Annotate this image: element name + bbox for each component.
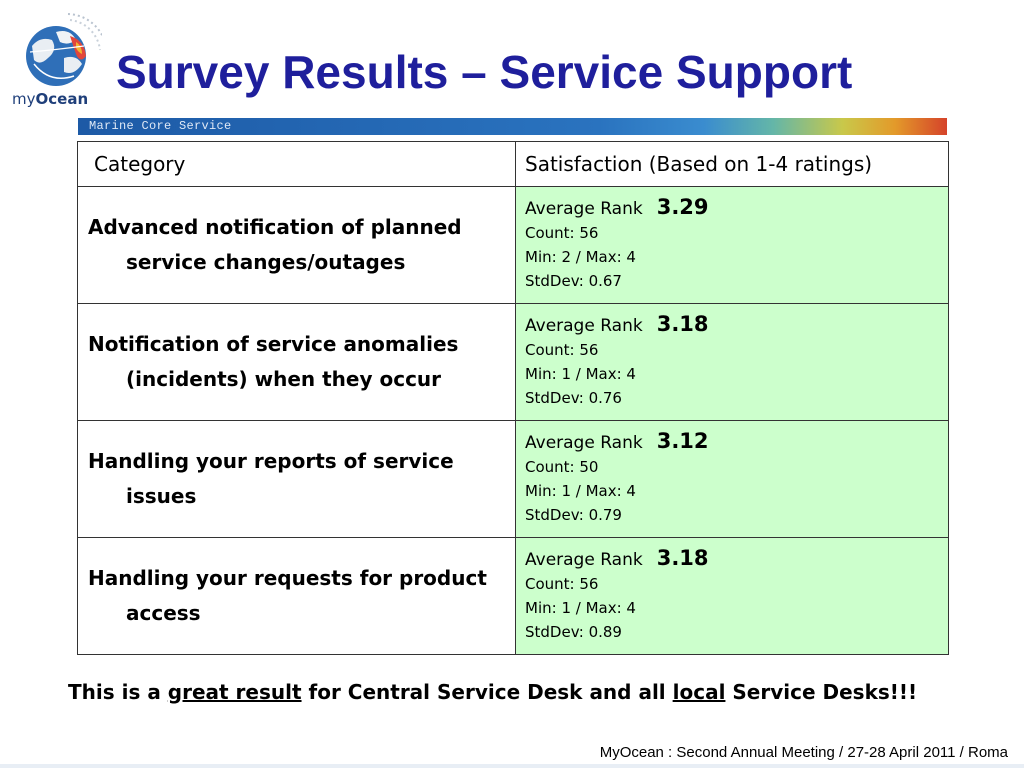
average-label: Average Rank: [525, 316, 643, 336]
bottom-divider: [0, 764, 1024, 768]
category-line2: service changes/outages: [126, 250, 406, 274]
globe-icon: [26, 13, 107, 86]
footer-emph-local: local: [672, 680, 726, 704]
count: Count: 56: [525, 341, 599, 359]
average-label: Average Rank: [525, 550, 643, 570]
stats-cell: Average Rank 3.18 Count: 56 Min: 1 / Max:…: [515, 303, 949, 421]
logo-my: my: [12, 90, 36, 108]
stats-cell: Average Rank 3.18 Count: 56 Min: 1 / Max:…: [515, 537, 949, 655]
marine-core-service-banner: Marine Core Service: [78, 118, 947, 135]
category-cell: Handling your reports of service issues: [77, 420, 516, 538]
stats-cell: Average Rank 3.12 Count: 50 Min: 1 / Max:…: [515, 420, 949, 538]
logo-wordmark: myOcean: [12, 90, 88, 108]
average-label: Average Rank: [525, 199, 643, 219]
category-line1: Handling your requests for product: [88, 566, 487, 590]
count: Count: 50: [525, 458, 599, 476]
footer-part1: This is a: [68, 680, 168, 704]
survey-results-table: Category Satisfaction (Based on 1-4 rati…: [77, 141, 949, 655]
average-value: 3.18: [656, 312, 709, 336]
stddev: StdDev: 0.79: [525, 506, 622, 524]
category-line1: Advanced notification of planned: [88, 215, 462, 239]
count: Count: 56: [525, 575, 599, 593]
footer-note: This is a great result for Central Servi…: [68, 676, 917, 708]
stddev: StdDev: 0.76: [525, 389, 622, 407]
meeting-caption: MyOcean : Second Annual Meeting / 27-28 …: [599, 744, 1008, 761]
category-line2: issues: [126, 484, 197, 508]
banner-text: Marine Core Service: [89, 119, 232, 133]
header-satisfaction: Satisfaction (Based on 1-4 ratings): [515, 141, 949, 187]
category-cell: Advanced notification of planned service…: [77, 186, 516, 304]
table-row: Advanced notification of planned service…: [77, 186, 949, 304]
average-label: Average Rank: [525, 433, 643, 453]
min-max: Min: 1 / Max: 4: [525, 482, 636, 500]
min-max: Min: 1 / Max: 4: [525, 599, 636, 617]
footer-emph-great-result: great result: [167, 680, 302, 704]
table-row: Handling your reports of service issues …: [77, 420, 949, 538]
category-line1: Notification of service anomalies: [88, 332, 459, 356]
footer-part2: for Central Service Desk and all: [301, 680, 673, 704]
category-cell: Notification of service anomalies (incid…: [77, 303, 516, 421]
table-row: Handling your requests for product acces…: [77, 537, 949, 655]
header-category: Category: [77, 141, 516, 187]
stddev: StdDev: 0.89: [525, 623, 622, 641]
logo-ocean: Ocean: [35, 90, 89, 108]
min-max: Min: 2 / Max: 4: [525, 248, 636, 266]
table-row: Notification of service anomalies (incid…: [77, 303, 949, 421]
category-line1: Handling your reports of service: [88, 449, 454, 473]
category-cell: Handling your requests for product acces…: [77, 537, 516, 655]
category-line2: access: [126, 601, 201, 625]
stats-cell: Average Rank 3.29 Count: 56 Min: 2 / Max:…: [515, 186, 949, 304]
count: Count: 56: [525, 224, 599, 242]
stddev: StdDev: 0.67: [525, 272, 622, 290]
myocean-logo: myOcean: [10, 6, 107, 114]
category-line2: (incidents) when they occur: [126, 367, 442, 391]
page-title: Survey Results – Service Support: [116, 46, 853, 98]
average-value: 3.12: [656, 429, 709, 453]
min-max: Min: 1 / Max: 4: [525, 365, 636, 383]
average-value: 3.29: [656, 195, 709, 219]
average-value: 3.18: [656, 546, 709, 570]
table-header-row: Category Satisfaction (Based on 1-4 rati…: [77, 141, 949, 187]
footer-part3: Service Desks!!!: [725, 680, 918, 704]
